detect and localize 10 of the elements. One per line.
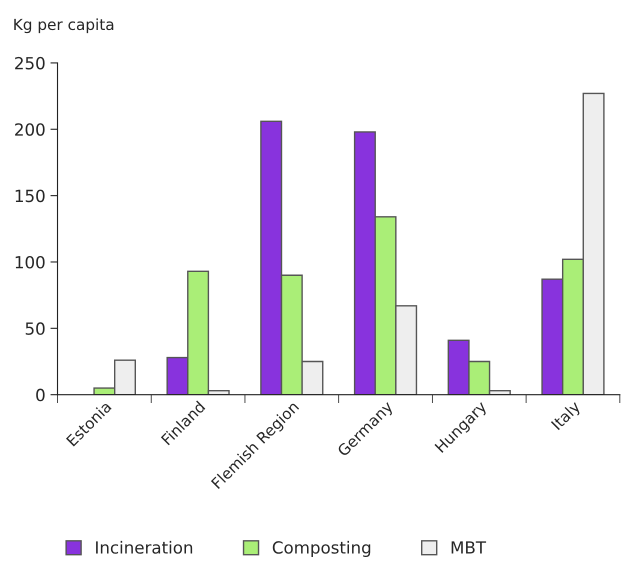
y-tick-label: 200 [15,123,45,136]
y-axis-title: Kg per capita [14,18,114,34]
y-tick-label: 100 [16,256,45,269]
legend-label: Composting [272,540,370,557]
y-tick-label: 0 [36,388,45,402]
y-tick-label: 250 [15,56,45,70]
y-tick-label: 150 [16,190,45,202]
legend-label: MBT [452,541,486,554]
y-tick-label: 50 [26,322,45,335]
legend-label: Incineration [96,540,192,554]
